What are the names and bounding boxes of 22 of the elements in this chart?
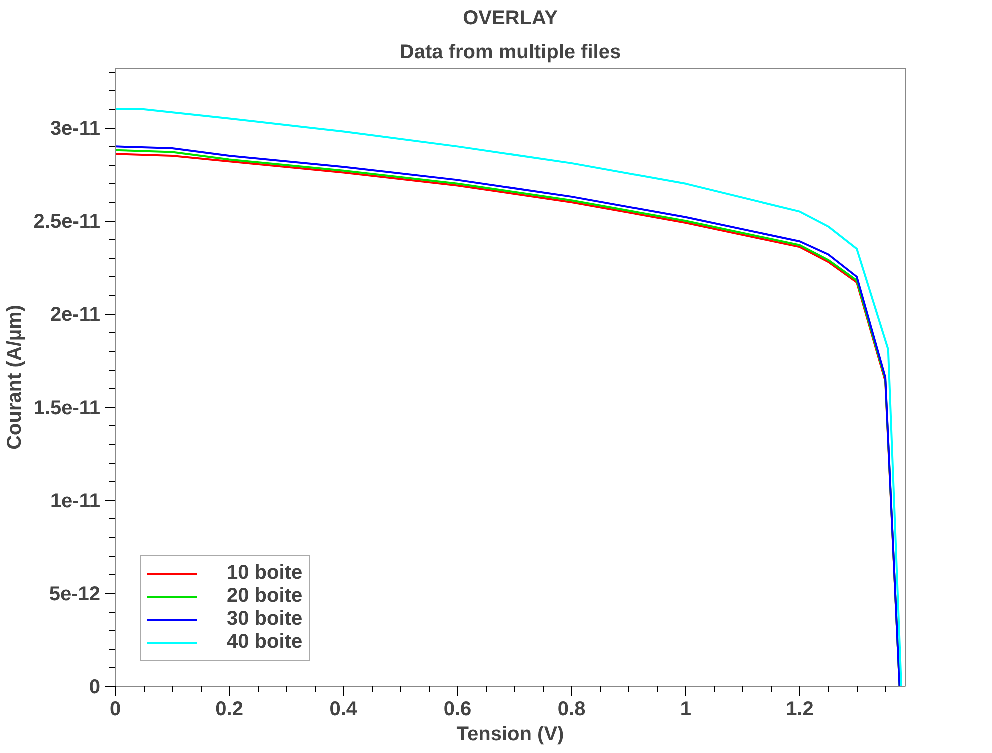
y-tick-label: 1e-11 bbox=[50, 490, 101, 512]
x-tick-label: 0.8 bbox=[558, 698, 586, 720]
y-tick-label: 5e-12 bbox=[49, 583, 101, 606]
y-tick-label: 2e-11 bbox=[50, 304, 101, 326]
y-tick-label: 3e-11 bbox=[50, 118, 101, 140]
y-axis-title: Courant (A/µm) bbox=[4, 305, 26, 450]
x-tick-label: 1.2 bbox=[786, 698, 814, 720]
x-tick-label: 0.4 bbox=[330, 698, 358, 720]
x-tick-label: 1 bbox=[680, 698, 692, 720]
x-tick-label: 0 bbox=[110, 698, 122, 720]
y-tick-label: 0 bbox=[89, 676, 100, 698]
y-tick-label: 1.5e-11 bbox=[34, 397, 101, 420]
x-axis-title: Tension (V) bbox=[456, 724, 564, 746]
legend-label: 40 boite bbox=[227, 631, 303, 654]
x-tick-label: 0.2 bbox=[216, 698, 244, 720]
legend-label: 30 boite bbox=[227, 608, 303, 631]
x-tick-label: 0.6 bbox=[444, 698, 472, 720]
chart-title: OVERLAY bbox=[463, 8, 559, 30]
chart-subtitle: Data from multiple files bbox=[400, 42, 622, 64]
legend-label: 20 boite bbox=[227, 585, 303, 608]
y-tick-label: 2.5e-11 bbox=[34, 211, 101, 234]
legend-label: 10 boite bbox=[227, 562, 303, 585]
